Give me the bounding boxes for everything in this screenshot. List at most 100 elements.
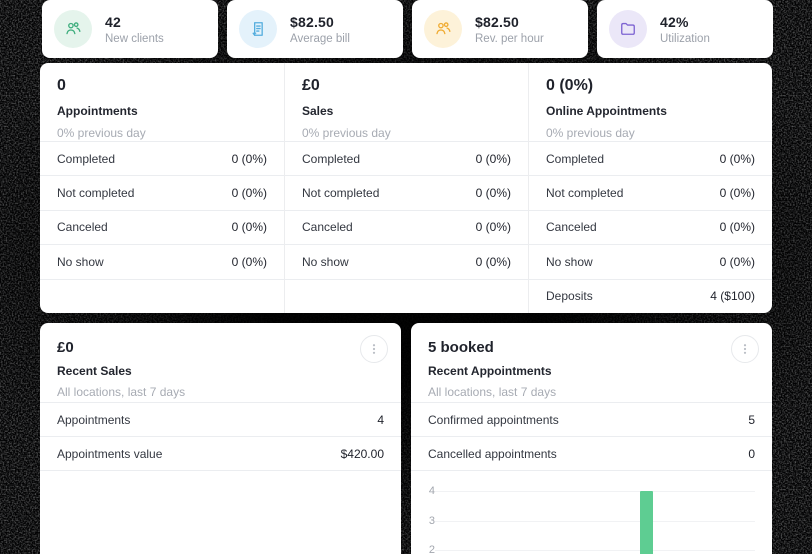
summary-column-appointments: 0 Appointments 0% previous day Completed 0 (… — [40, 63, 284, 313]
table-row-not-completed: Not completed 0 (0%) — [285, 175, 528, 209]
row-label: Confirmed appointments — [428, 412, 559, 427]
table-row-not-completed: Not completed 0 (0%) — [40, 175, 284, 209]
row-value: 0 (0%) — [719, 186, 755, 201]
row-value: 0 (0%) — [475, 220, 511, 235]
row-value: 4 ($100) — [710, 289, 755, 304]
summary-column-header: 0 (0%) Online Appointments 0% previous day — [529, 63, 772, 141]
table-row-completed: Completed 0 (0%) — [285, 141, 528, 175]
empty-row — [285, 278, 528, 313]
row-value: 0 — [748, 446, 755, 461]
stat-value: 42% — [660, 13, 689, 30]
table-row-not-completed: Not completed 0 (0%) — [529, 175, 772, 209]
row-value: 4 — [377, 412, 384, 427]
row-value: 5 — [748, 412, 755, 427]
row-label: No show — [57, 254, 104, 269]
kebab-icon — [739, 343, 751, 355]
table-row-deposits: Deposits 4 ($100) — [529, 278, 772, 313]
row-value: 0 (0%) — [719, 220, 755, 235]
recent-sales-title: Recent Sales — [57, 364, 132, 378]
recent-sales-menu-button[interactable] — [360, 335, 388, 363]
stat-card-utilization: 42% Utilization — [597, 0, 773, 58]
row-value: 0 (0%) — [475, 186, 511, 201]
stat-card-average-bill: $82.50 Average bill — [227, 0, 403, 58]
table-row-appointments: Appointments 4 — [40, 402, 401, 436]
summary-panel: 0 Appointments 0% previous day Completed 0 (… — [40, 63, 772, 313]
row-value: 0 (0%) — [475, 151, 511, 166]
row-value: 0 (0%) — [719, 151, 755, 166]
recent-appointments-rows: Confirmed appointments 5 Cancelled appoint… — [411, 402, 772, 471]
table-row-completed: Completed 0 (0%) — [529, 141, 772, 175]
table-row-appointments-value: Appointments value $420.00 — [40, 436, 401, 470]
recent-sales-card: £0 Recent Sales All locations, last 7 da… — [40, 323, 401, 554]
table-row-no-show: No show 0 (0%) — [285, 244, 528, 278]
row-value: 0 (0%) — [475, 254, 511, 269]
summary-subtext: 0% previous day — [302, 125, 391, 140]
table-row-canceled: Canceled 0 (0%) — [40, 209, 284, 244]
stat-label: Utilization — [660, 32, 710, 45]
summary-label: Sales — [302, 103, 334, 118]
row-label: No show — [302, 254, 349, 269]
recent-appointments-header: 5 booked Recent Appointments All locatio… — [411, 323, 772, 402]
row-value: 0 (0%) — [719, 254, 755, 269]
folder-icon — [609, 10, 647, 48]
row-value: 0 (0%) — [231, 254, 267, 269]
summary-value: 0 — [57, 77, 66, 94]
table-row-no-show: No show 0 (0%) — [40, 244, 284, 278]
recent-appointments-chart: 4 3 2 — [411, 471, 772, 554]
summary-column-header: 0 Appointments 0% previous day — [40, 63, 284, 141]
stat-value: $82.50 — [290, 13, 335, 30]
row-label: Canceled — [546, 220, 597, 235]
gridline — [435, 550, 755, 551]
table-row-no-show: No show 0 (0%) — [529, 244, 772, 278]
row-label: Cancelled appointments — [428, 446, 557, 461]
stat-label: Rev. per hour — [475, 32, 544, 45]
y-axis-tick: 3 — [428, 514, 435, 527]
recent-sales-chart — [40, 471, 401, 554]
summary-subtext: 0% previous day — [57, 125, 146, 140]
row-label: Completed — [546, 151, 605, 166]
row-label: Appointments value — [57, 446, 163, 461]
y-axis-tick: 2 — [428, 544, 435, 554]
table-row-canceled: Canceled 0 (0%) — [285, 209, 528, 244]
stat-text: 42 New clients — [105, 14, 164, 45]
row-value: 0 (0%) — [231, 151, 267, 166]
summary-column-online-appointments: 0 (0%) Online Appointments 0% previous day… — [528, 63, 772, 313]
recent-sales-value: £0 — [57, 339, 74, 356]
table-row-confirmed-appointments: Confirmed appointments 5 — [411, 402, 772, 436]
table-row-cancelled-appointments: Cancelled appointments 0 — [411, 436, 772, 470]
recent-appointments-title: Recent Appointments — [428, 364, 552, 378]
kebab-icon — [368, 343, 380, 355]
row-value: 0 (0%) — [231, 186, 267, 201]
row-label: Appointments — [57, 412, 131, 427]
stat-value: 42 — [105, 13, 121, 30]
table-row-completed: Completed 0 (0%) — [40, 141, 284, 175]
summary-grid: 0 Appointments 0% previous day Completed 0 (… — [40, 63, 772, 313]
stat-card-rev-per-hour: $82.50 Rev. per hour — [412, 0, 588, 58]
summary-value: 0 (0%) — [546, 77, 594, 94]
row-label: Deposits — [546, 289, 593, 304]
stat-text: 42% Utilization — [660, 14, 710, 45]
y-axis-tick: 4 — [428, 485, 435, 497]
people-icon — [54, 10, 92, 48]
stat-text: $82.50 Rev. per hour — [475, 14, 544, 45]
row-label: No show — [546, 254, 593, 269]
recent-appointments-card: 5 booked Recent Appointments All locatio… — [411, 323, 772, 554]
stat-label: New clients — [105, 32, 164, 45]
summary-column-sales: £0 Sales 0% previous day Completed 0 (0%) Not… — [284, 63, 528, 313]
summary-column-header: £0 Sales 0% previous day — [285, 63, 528, 141]
empty-row — [40, 278, 284, 313]
recent-appointments-menu-button[interactable] — [731, 335, 759, 363]
row-label: Canceled — [57, 220, 108, 235]
table-row-canceled: Canceled 0 (0%) — [529, 209, 772, 244]
row-label: Completed — [57, 151, 116, 166]
row-value: $420.00 — [340, 446, 384, 461]
stat-label: Average bill — [290, 32, 350, 45]
row-value: 0 (0%) — [231, 220, 267, 235]
row-label: Completed — [302, 151, 361, 166]
stat-card-new-clients: 42 New clients — [42, 0, 218, 58]
recent-sales-rows: Appointments 4 Appointments value $420.00 — [40, 402, 401, 471]
recent-appointments-subtitle: All locations, last 7 days — [428, 385, 557, 399]
row-label: Not completed — [302, 186, 380, 201]
chart-bar-booked — [639, 491, 653, 554]
